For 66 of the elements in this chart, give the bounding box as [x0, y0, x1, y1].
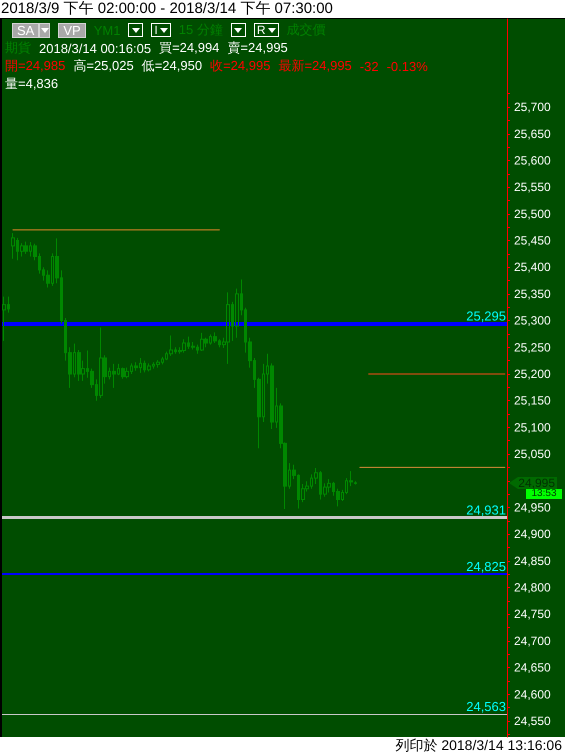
- y-tick-label: 24,850: [514, 554, 552, 568]
- y-tick-label: 25,350: [514, 286, 552, 301]
- y-tick-label: 25,300: [514, 314, 552, 328]
- annotation: 買=24,994: [159, 39, 220, 57]
- candlestick: [11, 232, 15, 260]
- ref-line-label: 25,295: [466, 308, 506, 324]
- annotation: 開=24,985: [5, 57, 66, 75]
- candlestick: [24, 241, 28, 254]
- y-tick-label: 25,600: [514, 153, 552, 168]
- annotation: R: [256, 23, 266, 37]
- y-tick-label: 24,950: [514, 500, 552, 514]
- y-tick-label: 25,500: [514, 206, 552, 221]
- button: VP: [58, 22, 86, 38]
- candlestick: [125, 367, 129, 379]
- y-tick-label: 25,550: [514, 180, 552, 194]
- candlestick: [327, 478, 331, 494]
- ref-line-label: 24,931: [466, 502, 506, 518]
- annotation: -32: [360, 58, 379, 74]
- annotation: I: [154, 23, 158, 37]
- y-tick-label: 25,250: [514, 340, 552, 354]
- chart-title: 2018/3/9 下午 02:00:00 - 2018/3/14 下午 07:30:00: [1, 0, 333, 17]
- annotation: -0.13%: [386, 58, 428, 74]
- text: 24,995: [509, 476, 557, 490]
- candlestick: [112, 363, 116, 388]
- candlestick: [2, 296, 6, 342]
- annotation: 2018/3/14 00:16:05: [39, 40, 152, 56]
- y-tick-label: 24,900: [514, 527, 552, 542]
- y-tick-label: 24,700: [514, 634, 552, 648]
- candlestick: [200, 332, 204, 352]
- y-tick-label: 24,600: [514, 687, 552, 702]
- y-tick-label: 24,800: [514, 580, 552, 595]
- candlestick: [213, 332, 217, 344]
- button: SA: [12, 22, 40, 38]
- candlestick: [182, 338, 186, 354]
- y-tick-label: 25,650: [514, 126, 552, 141]
- y-tick-label: 24,750: [514, 607, 552, 622]
- y-tick-label: 25,100: [514, 420, 552, 434]
- candlestick: [204, 337, 208, 348]
- dropdown-button: I: [151, 23, 171, 37]
- ref-line-label: 24,563: [466, 699, 506, 714]
- candlestick: [156, 360, 160, 368]
- candlestick: [121, 367, 125, 380]
- text: 13:53: [526, 488, 562, 499]
- candlestick: [134, 362, 138, 372]
- ref-line-label: 24,825: [466, 559, 506, 574]
- annotation: 最新=24,995: [278, 57, 352, 75]
- annotation: 收=24,995: [210, 57, 270, 75]
- dropdown-button: R: [254, 23, 279, 37]
- y-tick-label: 25,150: [514, 394, 552, 408]
- y-tick-label: 25,700: [514, 100, 552, 114]
- y-tick-label: 24,650: [514, 660, 552, 675]
- candlestick: [99, 327, 103, 399]
- annotation: 高=25,025: [73, 57, 134, 75]
- y-tick-label: 25,050: [514, 447, 552, 462]
- annotation: 賣=24,995: [227, 39, 288, 57]
- annotation: 列印於 2018/3/14 13:16:06: [395, 737, 562, 753]
- y-tick-label: 25,400: [514, 260, 552, 274]
- candlestick: [354, 480, 357, 485]
- annotation: 低=24,950: [142, 57, 202, 75]
- y-tick-label: 25,200: [514, 366, 552, 381]
- y-tick-label: 25,450: [514, 234, 552, 248]
- annotation: 量=4,836: [5, 75, 58, 93]
- y-tick-label: 24,550: [514, 714, 552, 728]
- candlestick: [147, 362, 151, 372]
- candlestick: [169, 335, 173, 356]
- candlestick: [226, 292, 230, 364]
